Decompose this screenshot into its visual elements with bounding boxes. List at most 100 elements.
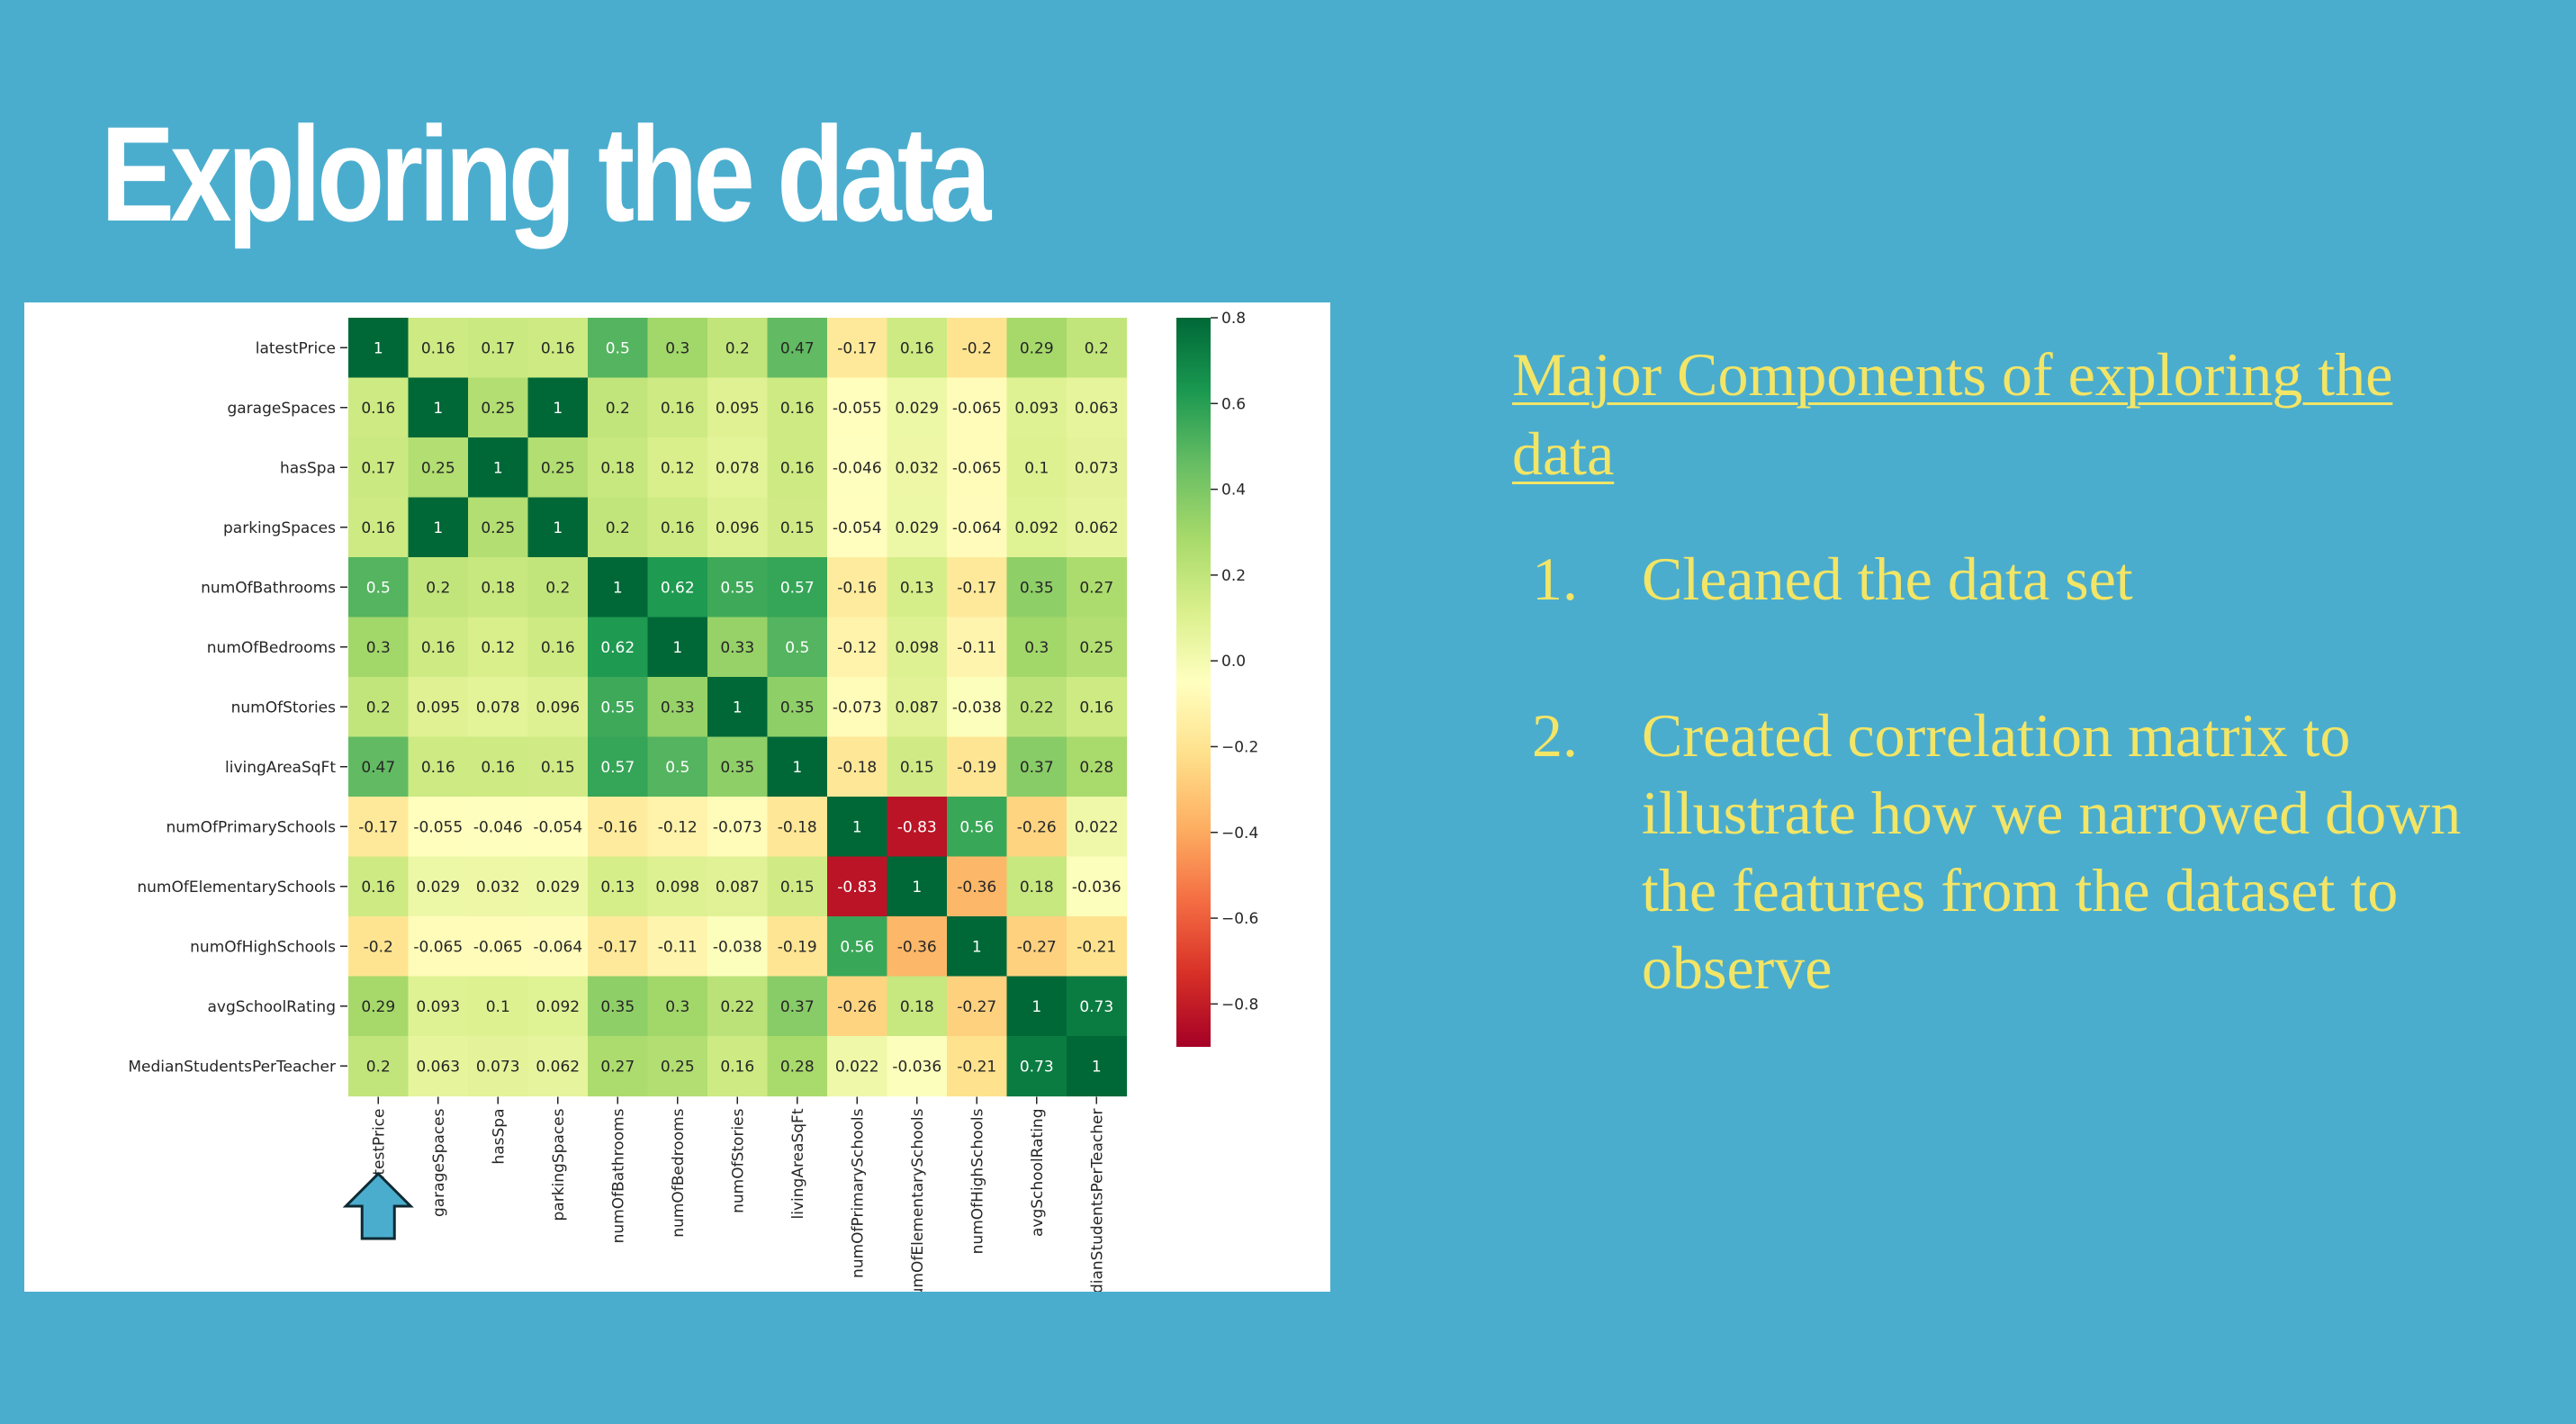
heatmap-cell bbox=[887, 797, 948, 858]
cell-value-label: 0.2 bbox=[426, 579, 450, 597]
heatmap-cell bbox=[348, 437, 410, 499]
heatmap-cell bbox=[647, 318, 708, 379]
cell-value-label: 0.2 bbox=[545, 579, 570, 597]
cell-value-label: 0.25 bbox=[1079, 639, 1113, 657]
summary-panel: Major Components of exploring the data 1… bbox=[1512, 335, 2502, 1086]
slide-title: Exploring the data bbox=[101, 98, 991, 249]
cell-value-label: -0.36 bbox=[957, 879, 996, 897]
cell-value-label: 1 bbox=[1031, 998, 1041, 1016]
heatmap-cell bbox=[647, 497, 708, 558]
heatmap-cell bbox=[408, 856, 469, 917]
cell-value-label: -0.26 bbox=[1017, 818, 1057, 836]
heatmap-cell bbox=[707, 617, 769, 678]
heatmap-cell bbox=[468, 1036, 529, 1097]
heatmap-cell bbox=[408, 497, 469, 558]
colorbar-tick-label: −0.4 bbox=[1221, 825, 1258, 843]
cell-value-label: 0.35 bbox=[720, 759, 754, 777]
cell-value-label: 1 bbox=[1092, 1058, 1102, 1076]
heatmap-cell bbox=[408, 677, 469, 738]
heatmap-cell bbox=[827, 736, 888, 798]
cell-value-label: 0.55 bbox=[720, 579, 754, 597]
row-label: avgSchoolRating bbox=[207, 998, 336, 1016]
cell-value-label: 0.032 bbox=[895, 459, 939, 477]
cell-value-label: -0.036 bbox=[1072, 879, 1121, 897]
heatmap-cell bbox=[408, 437, 469, 499]
cell-value-label: 0.16 bbox=[481, 759, 515, 777]
cell-value-label: 0.35 bbox=[600, 998, 635, 1016]
heatmap-cell bbox=[408, 916, 469, 978]
heatmap-cell bbox=[827, 797, 888, 858]
cell-value-label: 0.16 bbox=[361, 400, 395, 418]
heatmap-cell bbox=[1006, 797, 1067, 858]
list-item: 2. Created correlation matrix to illustr… bbox=[1512, 697, 2502, 1006]
cell-value-label: 0.096 bbox=[716, 519, 760, 537]
heatmap-cell bbox=[527, 797, 589, 858]
heatmap-cell bbox=[707, 377, 769, 438]
cell-value-label: 0.18 bbox=[1020, 879, 1054, 897]
cell-value-label: 0.15 bbox=[900, 759, 934, 777]
heatmap-cell bbox=[408, 736, 469, 798]
cell-value-label: 0.29 bbox=[361, 998, 395, 1016]
heatmap-cell bbox=[348, 497, 410, 558]
cell-value-label: 0.032 bbox=[476, 879, 520, 897]
cell-value-label: 0.33 bbox=[720, 639, 754, 657]
cell-value-label: 1 bbox=[493, 459, 503, 477]
heatmap-cell bbox=[527, 1036, 589, 1097]
cell-value-label: -0.27 bbox=[957, 998, 996, 1016]
heatmap-cell bbox=[527, 617, 589, 678]
cell-value-label: -0.16 bbox=[598, 818, 637, 836]
heatmap-cell bbox=[1067, 797, 1128, 858]
cell-value-label: 0.25 bbox=[481, 400, 515, 418]
row-label: numOfStories bbox=[231, 698, 337, 717]
column-label: avgSchoolRating bbox=[1029, 1109, 1047, 1238]
cell-value-label: 0.35 bbox=[780, 698, 815, 717]
heatmap-cell bbox=[887, 976, 948, 1037]
heatmap-cell bbox=[827, 497, 888, 558]
cell-value-label: -0.036 bbox=[892, 1058, 941, 1076]
heatmap-cell bbox=[468, 797, 529, 858]
cell-value-label: 0.17 bbox=[361, 459, 395, 477]
column-label: livingAreaSqFt bbox=[789, 1108, 807, 1219]
colorbar bbox=[1176, 318, 1211, 1047]
cell-value-label: -0.038 bbox=[952, 698, 1002, 717]
row-label: hasSpa bbox=[280, 459, 336, 477]
heatmap-cell bbox=[767, 497, 828, 558]
cell-value-label: -0.27 bbox=[1017, 938, 1057, 956]
row-label: numOfHighSchools bbox=[190, 938, 336, 956]
heatmap-cell bbox=[1006, 677, 1067, 738]
row-label: numOfElementarySchools bbox=[137, 879, 336, 897]
cell-value-label: 0.095 bbox=[716, 400, 760, 418]
heatmap-cell bbox=[767, 797, 828, 858]
cell-value-label: -0.19 bbox=[778, 938, 817, 956]
heatmap-cell bbox=[827, 318, 888, 379]
cell-value-label: 0.22 bbox=[720, 998, 754, 1016]
cell-value-label: -0.073 bbox=[833, 698, 882, 717]
heatmap-cell bbox=[1006, 437, 1067, 499]
column-label: parkingSpaces bbox=[550, 1108, 568, 1221]
cell-value-label: -0.11 bbox=[957, 639, 996, 657]
colorbar-tick-label: −0.2 bbox=[1221, 738, 1258, 756]
cell-value-label: 0.25 bbox=[541, 459, 575, 477]
heatmap-cell bbox=[1006, 557, 1067, 618]
heatmap-cell bbox=[827, 557, 888, 618]
cell-value-label: 0.37 bbox=[780, 998, 815, 1016]
heatmap-cell bbox=[1067, 856, 1128, 917]
cell-value-label: -0.17 bbox=[957, 579, 996, 597]
cell-value-label: 0.1 bbox=[1024, 459, 1049, 477]
cell-value-label: 1 bbox=[374, 339, 383, 357]
cell-value-label: 0.095 bbox=[416, 698, 460, 717]
heatmap-cell bbox=[588, 677, 649, 738]
heatmap-cell bbox=[647, 377, 708, 438]
cell-value-label: 0.029 bbox=[536, 879, 580, 897]
heatmap-cell bbox=[887, 856, 948, 917]
cell-value-label: 1 bbox=[733, 698, 743, 717]
heatmap-cell bbox=[588, 976, 649, 1037]
heatmap-cell bbox=[408, 318, 469, 379]
cell-value-label: 0.078 bbox=[716, 459, 760, 477]
cell-value-label: -0.17 bbox=[837, 339, 877, 357]
row-label: MedianStudentsPerTeacher bbox=[128, 1058, 336, 1076]
heatmap-cell bbox=[348, 617, 410, 678]
heatmap-cell bbox=[947, 736, 1008, 798]
colorbar-tick-label: 0.2 bbox=[1221, 567, 1246, 585]
cell-value-label: 0.3 bbox=[665, 998, 689, 1016]
